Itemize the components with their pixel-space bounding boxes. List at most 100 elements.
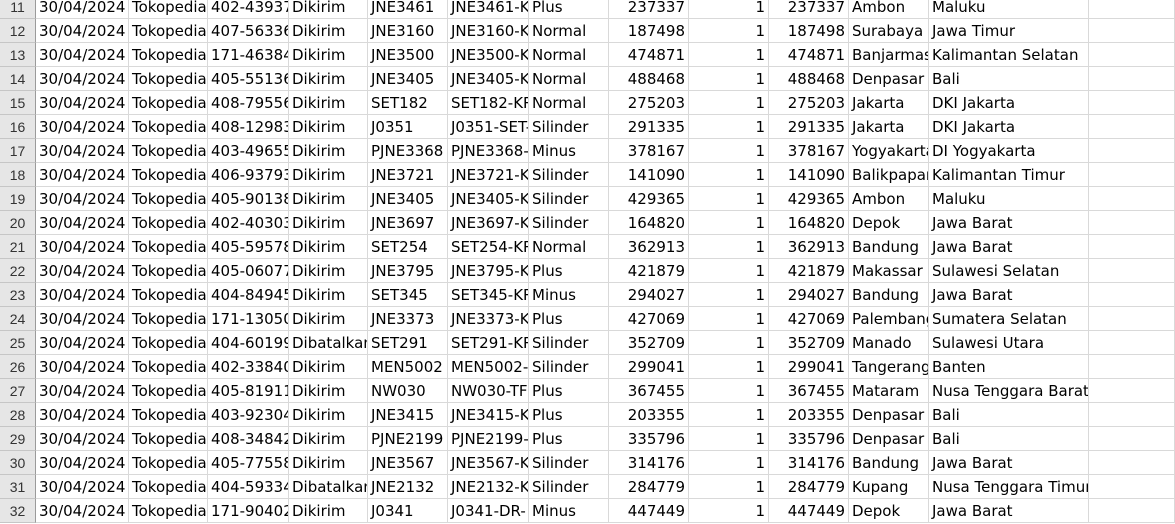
cell-quantity[interactable]: 1: [689, 139, 769, 163]
cell-platform[interactable]: Tokopedia: [129, 163, 208, 187]
cell-quantity[interactable]: 1: [689, 355, 769, 379]
cell-city[interactable]: Surabaya: [849, 19, 929, 43]
cell-order-date[interactable]: 30/04/2024: [36, 67, 129, 91]
cell-platform[interactable]: Tokopedia: [129, 0, 208, 19]
cell-sku[interactable]: JNE3415: [368, 403, 448, 427]
cell-province[interactable]: Kalimantan Selatan: [929, 43, 1089, 67]
cell-product-variant-code[interactable]: JNE2132-K: [448, 475, 529, 499]
cell-province[interactable]: Jawa Timur: [929, 19, 1089, 43]
cell-order-id[interactable]: 404-84945: [208, 283, 289, 307]
cell-city[interactable]: Makassar: [849, 259, 929, 283]
cell-order-id[interactable]: 403-49655: [208, 139, 289, 163]
cell-city[interactable]: Manado: [849, 331, 929, 355]
cell-sku[interactable]: JNE3795: [368, 259, 448, 283]
cell-city[interactable]: Ambon: [849, 187, 929, 211]
cell-province[interactable]: DI Yogyakarta: [929, 139, 1089, 163]
cell-order-id[interactable]: 171-90402: [208, 499, 289, 523]
cell-product-variant-code[interactable]: JNE3697-K: [448, 211, 529, 235]
cell-status[interactable]: Dikirim: [289, 307, 368, 331]
cell-empty[interactable]: [1089, 499, 1175, 523]
cell-order-date[interactable]: 30/04/2024: [36, 43, 129, 67]
cell-sku[interactable]: SET345: [368, 283, 448, 307]
cell-quantity[interactable]: 1: [689, 283, 769, 307]
cell-sku[interactable]: SET182: [368, 91, 448, 115]
cell-quantity[interactable]: 1: [689, 379, 769, 403]
cell-platform[interactable]: Tokopedia: [129, 427, 208, 451]
cell-sku[interactable]: JNE3160: [368, 19, 448, 43]
row-header[interactable]: 14: [0, 67, 36, 91]
cell-province[interactable]: Nusa Tenggara Timur: [929, 475, 1089, 499]
cell-platform[interactable]: Tokopedia: [129, 43, 208, 67]
cell-empty[interactable]: [1089, 91, 1175, 115]
cell-empty[interactable]: [1089, 139, 1175, 163]
cell-province[interactable]: Jawa Barat: [929, 451, 1089, 475]
cell-platform[interactable]: Tokopedia: [129, 211, 208, 235]
cell-price[interactable]: 164820: [609, 211, 689, 235]
row-header[interactable]: 23: [0, 283, 36, 307]
row-header[interactable]: 12: [0, 19, 36, 43]
row-header[interactable]: 16: [0, 115, 36, 139]
cell-product-variant-code[interactable]: J0341-DR-: [448, 499, 529, 523]
cell-order-date[interactable]: 30/04/2024: [36, 379, 129, 403]
cell-sku[interactable]: JNE3405: [368, 187, 448, 211]
cell-empty[interactable]: [1089, 67, 1175, 91]
cell-quantity[interactable]: 1: [689, 91, 769, 115]
cell-empty[interactable]: [1089, 235, 1175, 259]
cell-status[interactable]: Dikirim: [289, 115, 368, 139]
row-header[interactable]: 21: [0, 235, 36, 259]
cell-quantity[interactable]: 1: [689, 307, 769, 331]
cell-price[interactable]: 352709: [609, 331, 689, 355]
cell-order-id[interactable]: 405-81911: [208, 379, 289, 403]
row-header[interactable]: 31: [0, 475, 36, 499]
cell-order-date[interactable]: 30/04/2024: [36, 115, 129, 139]
cell-province[interactable]: Nusa Tenggara Barat: [929, 379, 1089, 403]
cell-order-id[interactable]: 402-43937: [208, 0, 289, 19]
cell-total[interactable]: 314176: [769, 451, 849, 475]
cell-order-date[interactable]: 30/04/2024: [36, 283, 129, 307]
cell-status[interactable]: Dikirim: [289, 379, 368, 403]
cell-province[interactable]: Jawa Barat: [929, 283, 1089, 307]
cell-city[interactable]: Jakarta: [849, 91, 929, 115]
cell-order-id[interactable]: 403-92304: [208, 403, 289, 427]
cell-status[interactable]: Dikirim: [289, 187, 368, 211]
cell-variant[interactable]: Plus: [529, 0, 609, 19]
cell-status[interactable]: Dikirim: [289, 67, 368, 91]
cell-total[interactable]: 335796: [769, 427, 849, 451]
cell-province[interactable]: Maluku: [929, 0, 1089, 19]
cell-empty[interactable]: [1089, 379, 1175, 403]
cell-quantity[interactable]: 1: [689, 67, 769, 91]
cell-sku[interactable]: JNE3721: [368, 163, 448, 187]
cell-city[interactable]: Denpasar: [849, 403, 929, 427]
row-header[interactable]: 18: [0, 163, 36, 187]
cell-order-date[interactable]: 30/04/2024: [36, 91, 129, 115]
cell-variant[interactable]: Plus: [529, 427, 609, 451]
cell-total[interactable]: 284779: [769, 475, 849, 499]
row-header[interactable]: 27: [0, 379, 36, 403]
cell-product-variant-code[interactable]: JNE3405-K: [448, 187, 529, 211]
cell-province[interactable]: Jawa Barat: [929, 499, 1089, 523]
cell-total[interactable]: 294027: [769, 283, 849, 307]
cell-status[interactable]: Dibatalkan: [289, 475, 368, 499]
cell-status[interactable]: Dikirim: [289, 259, 368, 283]
cell-order-id[interactable]: 405-55136: [208, 67, 289, 91]
cell-platform[interactable]: Tokopedia: [129, 115, 208, 139]
cell-province[interactable]: Sulawesi Selatan: [929, 259, 1089, 283]
cell-platform[interactable]: Tokopedia: [129, 379, 208, 403]
cell-city[interactable]: Bandung: [849, 451, 929, 475]
cell-status[interactable]: Dibatalkan: [289, 331, 368, 355]
cell-platform[interactable]: Tokopedia: [129, 259, 208, 283]
cell-platform[interactable]: Tokopedia: [129, 403, 208, 427]
cell-order-date[interactable]: 30/04/2024: [36, 235, 129, 259]
cell-order-id[interactable]: 408-79556: [208, 91, 289, 115]
cell-quantity[interactable]: 1: [689, 475, 769, 499]
cell-variant[interactable]: Silinder: [529, 115, 609, 139]
cell-quantity[interactable]: 1: [689, 235, 769, 259]
cell-platform[interactable]: Tokopedia: [129, 91, 208, 115]
cell-variant[interactable]: Normal: [529, 235, 609, 259]
cell-price[interactable]: 275203: [609, 91, 689, 115]
cell-city[interactable]: Ambon: [849, 0, 929, 19]
cell-total[interactable]: 447449: [769, 499, 849, 523]
cell-sku[interactable]: JNE2132: [368, 475, 448, 499]
row-header[interactable]: 28: [0, 403, 36, 427]
cell-variant[interactable]: Silinder: [529, 331, 609, 355]
